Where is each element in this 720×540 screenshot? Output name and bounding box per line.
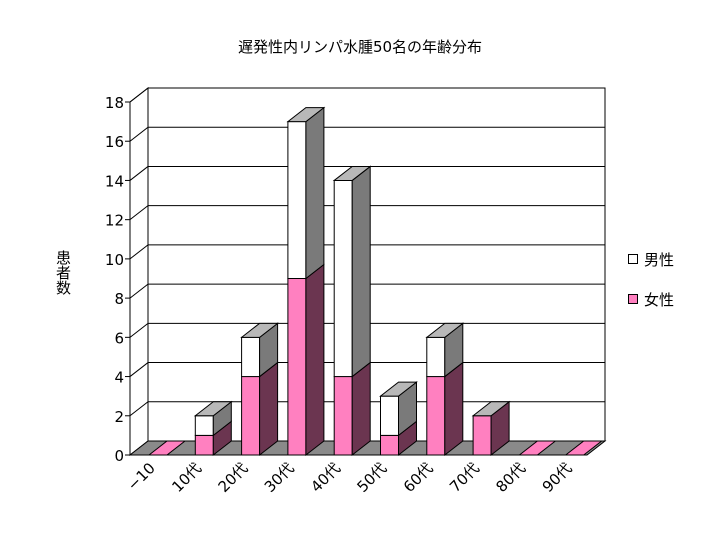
bar-female-side	[444, 361, 464, 457]
bar-male-side	[305, 106, 325, 280]
gridline-side	[129, 87, 149, 103]
y-axis-label: 患者数	[54, 250, 72, 295]
y-tick-label: 16	[105, 133, 124, 151]
x-tick-label: −10	[124, 459, 159, 494]
y-tick-label: 2	[114, 408, 124, 426]
y-tick-label: 12	[105, 212, 124, 230]
bar-top-zero	[564, 440, 604, 456]
y-tick-label: 10	[105, 251, 124, 269]
gridline-side	[129, 244, 149, 260]
y-tick-label: 0	[114, 447, 124, 465]
bar-male-front	[287, 121, 307, 279]
legend-label-male: 男性	[644, 250, 675, 269]
x-tick-label: 70代	[446, 459, 483, 496]
x-tick-label: 10代	[168, 459, 205, 496]
legend-item-female: 女性	[628, 290, 675, 309]
x-tick-label: 30代	[261, 459, 298, 496]
x-tick-label: 60代	[400, 459, 437, 496]
x-tick-label: 20代	[215, 459, 252, 496]
bar-top-zero	[517, 440, 557, 456]
bar-top	[425, 322, 465, 338]
y-tick-label: 8	[114, 290, 124, 308]
bar-male-front	[380, 395, 399, 436]
bar-female-front	[472, 415, 492, 456]
bar-female-front	[241, 376, 261, 456]
bar-top	[332, 165, 372, 181]
bar-top	[286, 107, 326, 123]
gridline-side	[129, 401, 149, 417]
bar-top	[193, 401, 233, 417]
left-wall	[129, 86, 149, 457]
bar-female-side	[259, 361, 279, 457]
legend-swatch-female	[628, 294, 638, 304]
bar-top	[471, 401, 511, 417]
bar-female-front	[333, 376, 353, 456]
bar-female-side	[351, 361, 371, 457]
bar-male-front	[333, 179, 353, 378]
chart-title: 遅発性内リンパ水腫50名の年齢分布	[237, 38, 483, 56]
x-tick-label: 80代	[492, 459, 529, 496]
legend-swatch-male	[628, 254, 638, 264]
legend-item-male: 男性	[628, 250, 675, 269]
legend-label-female: 女性	[644, 290, 675, 309]
bar-top-zero	[147, 440, 187, 456]
bar-female-side	[305, 263, 325, 457]
gridline-side	[129, 362, 149, 377]
bar-female-front	[380, 434, 399, 456]
bars-layer	[147, 106, 604, 457]
y-tick-label: 4	[114, 369, 124, 387]
bar-female-front	[287, 278, 307, 456]
gridline-side	[129, 205, 149, 221]
grid-layer	[129, 86, 606, 457]
bar-male-front	[426, 336, 446, 378]
gridline-side	[129, 283, 149, 299]
legend: 男性 女性	[628, 250, 674, 330]
x-tick-label: 40代	[307, 459, 344, 496]
y-tick-label: 18	[105, 94, 124, 112]
gridline-side	[129, 126, 149, 142]
x-tick-label: 90代	[539, 459, 576, 496]
bar-male-front	[194, 415, 214, 436]
bar-male-side	[351, 165, 371, 378]
bar-top	[379, 381, 418, 397]
gridline-side	[129, 322, 149, 338]
bar-female-front	[426, 376, 446, 456]
back-wall	[147, 87, 606, 442]
bar-top	[240, 322, 280, 338]
gridline-side	[129, 166, 149, 181]
bar-male-front	[241, 336, 261, 378]
bar-female-front	[194, 434, 214, 456]
y-tick-label: 14	[105, 172, 124, 190]
y-tick-label: 6	[114, 329, 124, 347]
x-tick-label: 50代	[353, 459, 390, 496]
